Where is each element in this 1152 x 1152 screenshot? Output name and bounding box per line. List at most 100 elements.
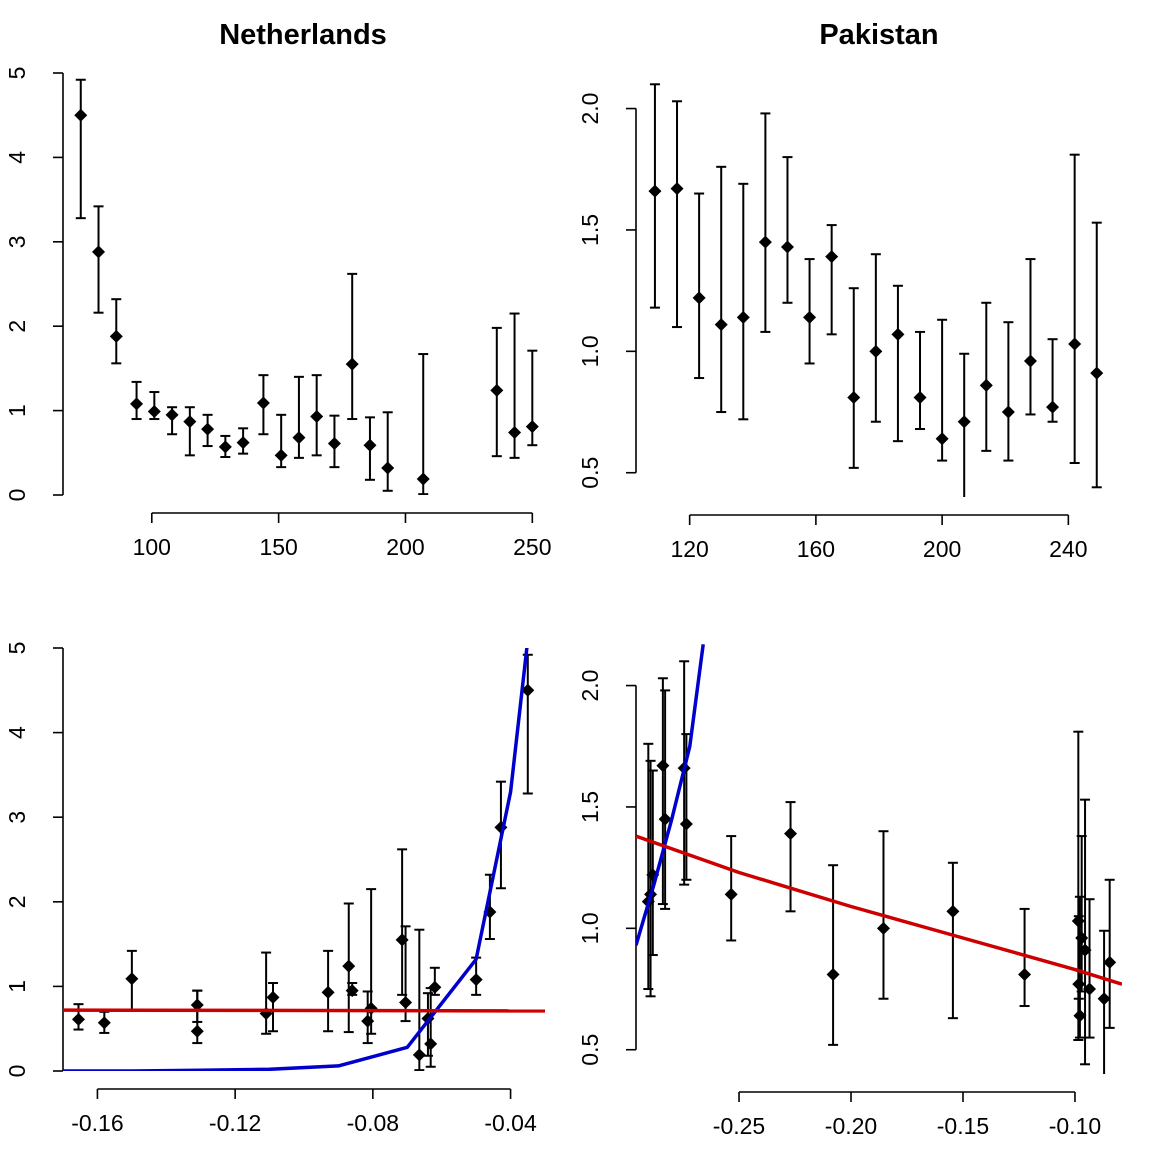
y-tick-label: 1 (4, 980, 30, 993)
data-point (891, 327, 905, 341)
x-tick-label: -0.20 (825, 1113, 877, 1139)
data-point (165, 408, 179, 422)
data-point (125, 972, 139, 986)
data-point (1072, 977, 1086, 991)
data-point (342, 959, 356, 973)
data-point (525, 420, 539, 434)
y-tick-label: 0 (4, 1065, 30, 1078)
data-point (109, 329, 123, 343)
data-point (1083, 982, 1097, 996)
x-tick-label: 250 (513, 534, 551, 560)
data-point (147, 404, 161, 418)
data-point (508, 426, 522, 440)
data-point (736, 310, 750, 324)
data-point (1018, 967, 1032, 981)
data-point (256, 396, 270, 410)
data-point (327, 437, 341, 451)
data-point (913, 390, 927, 404)
y-tick-label: 1.5 (577, 791, 603, 823)
data-point (1097, 992, 1111, 1006)
data-point (364, 1001, 378, 1015)
y-tick-label: 1.0 (577, 335, 603, 367)
y-tick-label: 4 (4, 151, 30, 164)
x-tick-label: 150 (259, 534, 297, 560)
panel-pakistan-scatter: -0.25 -0.20 -0.15 -0.10 0.5 1.0 1.5 2.0 (577, 644, 1122, 1139)
data-point (946, 904, 960, 918)
red-fit-line (63, 1008, 545, 1013)
data-point (679, 817, 693, 831)
data-point (321, 985, 335, 999)
plot-area (636, 644, 1122, 1074)
y-tick-label: 1.5 (577, 214, 603, 246)
data-point (395, 933, 409, 947)
y-tick-label: 0.5 (577, 1034, 603, 1066)
data-point (71, 1012, 85, 1026)
y-tick-label: 3 (4, 235, 30, 248)
data-point (979, 378, 993, 392)
data-point (292, 431, 306, 445)
x-tick-label: 100 (133, 534, 171, 560)
data-point (416, 472, 430, 486)
data-point (1068, 337, 1082, 351)
panel-pakistan-time: Pakistan 120 160 200 240 0.5 1.0 1.5 2.0 (577, 19, 1104, 562)
y-tick-label: 2 (4, 320, 30, 333)
y-tick-label: 0.5 (577, 457, 603, 489)
y-tick-label: 1.0 (577, 912, 603, 944)
blue-fit-line (636, 644, 705, 946)
y-tick-label: 1 (4, 404, 30, 417)
y-tick-label: 5 (4, 67, 30, 80)
data-point (345, 357, 359, 371)
data-point (1046, 400, 1060, 414)
data-point (1071, 914, 1085, 928)
data-point (670, 182, 684, 196)
x-tick-label: -0.04 (484, 1110, 537, 1136)
data-point (183, 415, 197, 429)
data-point (190, 998, 204, 1012)
data-point (361, 1014, 375, 1028)
data-point (363, 438, 377, 452)
data-point (658, 812, 672, 826)
panel-title: Netherlands (219, 19, 387, 51)
data-point (825, 250, 839, 264)
data-point (490, 383, 504, 397)
data-point (266, 990, 280, 1004)
data-point (1090, 366, 1104, 380)
x-tick-label: 120 (670, 536, 708, 562)
data-point (1103, 955, 1117, 969)
x-tick-label: -0.16 (71, 1110, 123, 1136)
data-point (218, 440, 232, 454)
data-point (935, 432, 949, 446)
data-point (236, 436, 250, 450)
data-point (648, 184, 662, 198)
panel-netherlands-scatter: -0.16 -0.12 -0.08 -0.04 0 1 2 3 4 5 (4, 642, 545, 1136)
data-point (345, 984, 359, 998)
data-point (847, 390, 861, 404)
x-tick-label: 160 (797, 536, 835, 562)
data-point (201, 422, 215, 436)
data-point (869, 344, 883, 358)
data-point (957, 415, 971, 429)
y-tick-label: 3 (4, 811, 30, 824)
x-tick-label: -0.15 (937, 1113, 989, 1139)
x-tick-label: 240 (1049, 536, 1087, 562)
y-tick-label: 0 (4, 489, 30, 502)
panel-title: Pakistan (819, 19, 938, 51)
data-point (424, 1037, 438, 1051)
data-point (758, 235, 772, 249)
data-point (1023, 354, 1037, 368)
data-point (381, 461, 395, 475)
data-point (1073, 1009, 1087, 1023)
data-point (876, 921, 890, 935)
plot-area (63, 648, 545, 1071)
data-point (780, 240, 794, 254)
data-point (92, 245, 106, 259)
y-tick-label: 2 (4, 895, 30, 908)
data-point (190, 1024, 204, 1038)
y-tick-label: 5 (4, 642, 30, 655)
data-point (521, 683, 535, 697)
data-point (469, 973, 483, 987)
data-point (74, 108, 88, 122)
data-point (399, 995, 413, 1009)
data-point (826, 967, 840, 981)
